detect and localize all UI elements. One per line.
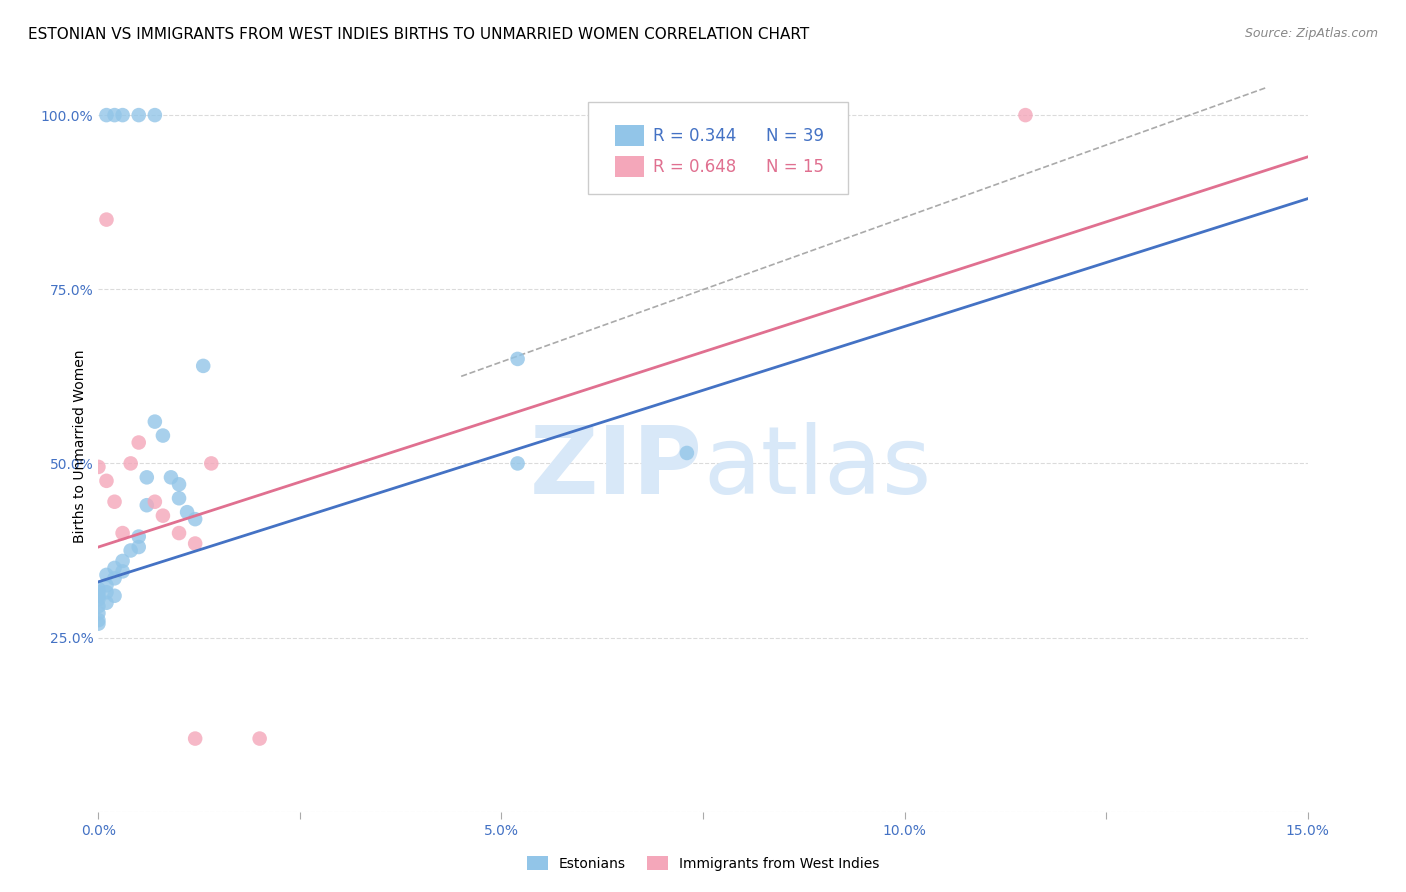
Point [506, 351, 529, 366]
Point [193, 359, 215, 373]
Point [506, 457, 529, 471]
Point [96, 585, 118, 599]
Point [128, 435, 150, 450]
Point [143, 415, 166, 429]
Point [87, 459, 110, 474]
Point [813, 108, 835, 122]
Point [111, 526, 134, 541]
Point [167, 477, 190, 491]
Point [167, 526, 190, 541]
Point [96, 108, 118, 122]
Point [128, 108, 150, 122]
Point [96, 567, 118, 582]
Point [152, 428, 174, 442]
Text: ZIP: ZIP [530, 422, 703, 514]
Point [87, 616, 110, 631]
Point [184, 512, 207, 526]
FancyBboxPatch shape [588, 103, 848, 194]
Point [135, 498, 157, 512]
Point [200, 457, 222, 471]
FancyBboxPatch shape [614, 126, 644, 146]
Point [103, 571, 125, 585]
Point [103, 494, 125, 508]
Point [120, 457, 142, 471]
Point [103, 108, 125, 122]
Point [103, 561, 125, 575]
Text: N = 15: N = 15 [766, 158, 824, 176]
Point [143, 108, 166, 122]
Point [676, 446, 699, 460]
Text: N = 39: N = 39 [766, 128, 824, 145]
Point [87, 599, 110, 614]
Text: Source: ZipAtlas.com: Source: ZipAtlas.com [1244, 27, 1378, 40]
Point [111, 565, 134, 579]
Point [103, 589, 125, 603]
Point [96, 596, 118, 610]
Point [184, 536, 207, 550]
Point [184, 731, 207, 746]
Point [143, 494, 166, 508]
Point [160, 470, 183, 484]
Point [176, 505, 198, 519]
Point [152, 508, 174, 523]
Point [87, 592, 110, 607]
Point [167, 491, 190, 506]
Point [249, 731, 271, 746]
Point [96, 212, 118, 227]
Point [87, 613, 110, 627]
Point [1014, 108, 1036, 122]
Text: ESTONIAN VS IMMIGRANTS FROM WEST INDIES BIRTHS TO UNMARRIED WOMEN CORRELATION CH: ESTONIAN VS IMMIGRANTS FROM WEST INDIES … [28, 27, 810, 42]
Point [87, 585, 110, 599]
Text: R = 0.344: R = 0.344 [654, 128, 737, 145]
Point [87, 589, 110, 603]
Point [96, 474, 118, 488]
Point [128, 530, 150, 544]
Text: atlas: atlas [703, 422, 931, 514]
Point [87, 606, 110, 620]
Point [96, 578, 118, 592]
Text: R = 0.648: R = 0.648 [654, 158, 737, 176]
Y-axis label: Births to Unmarried Women: Births to Unmarried Women [73, 350, 87, 542]
FancyBboxPatch shape [614, 156, 644, 177]
Point [111, 108, 134, 122]
Point [128, 540, 150, 554]
Point [120, 543, 142, 558]
Point [111, 554, 134, 568]
Point [87, 582, 110, 596]
Legend: Estonians, Immigrants from West Indies: Estonians, Immigrants from West Indies [522, 850, 884, 876]
Point [135, 470, 157, 484]
